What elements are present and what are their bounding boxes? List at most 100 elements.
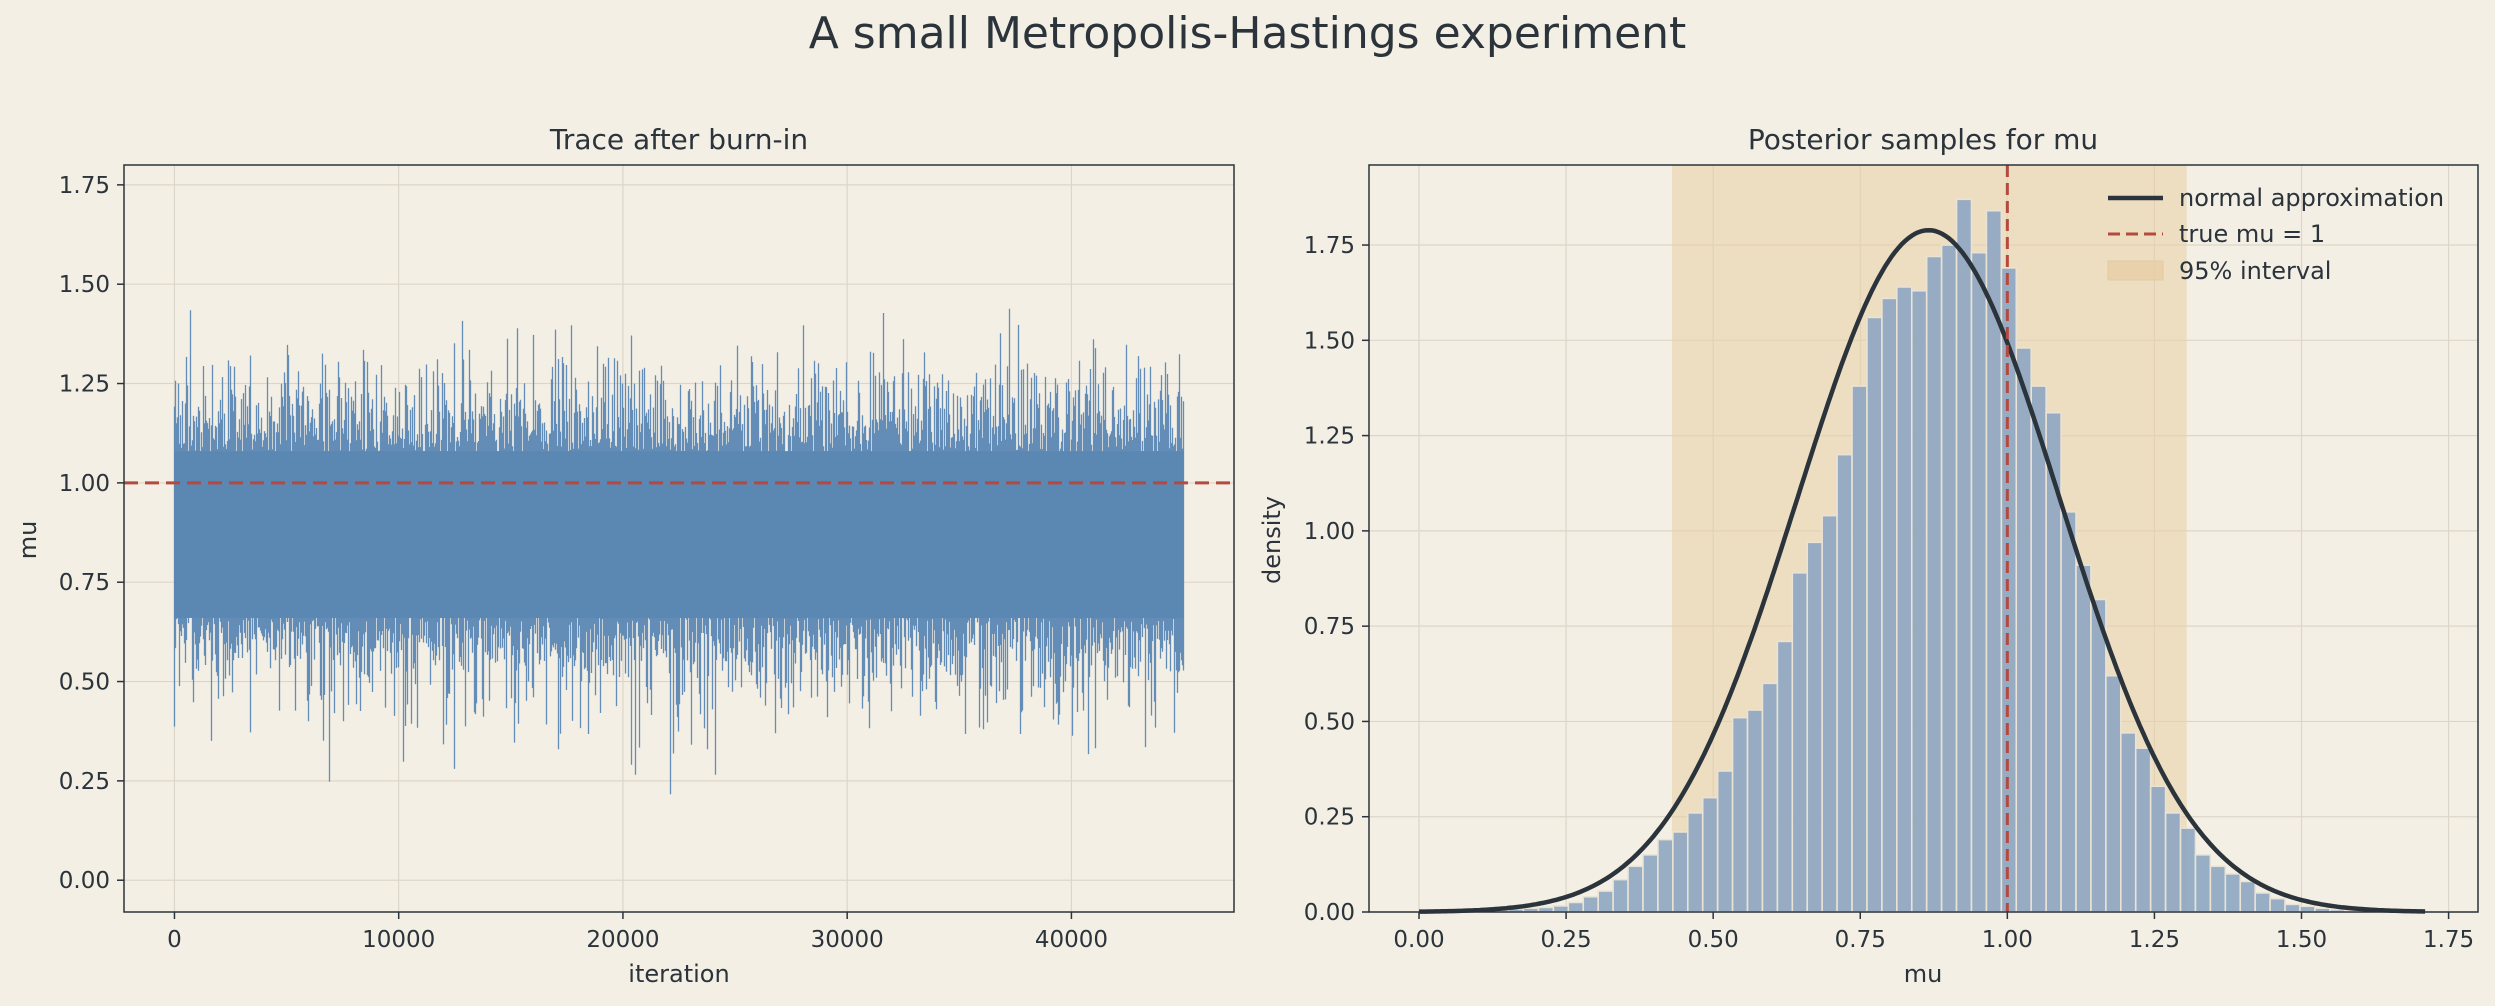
legend: normal approximation true mu = 1 95% int… — [2107, 184, 2444, 285]
posterior-x-tick-label: 0.25 — [1540, 927, 1591, 953]
trace-x-tick-label: 0 — [167, 927, 182, 953]
posterior-y-tick-label: 1.25 — [1304, 424, 1355, 450]
trace-y-tick-label: 0.50 — [59, 670, 110, 696]
posterior-x-label: mu — [1904, 960, 1943, 988]
histogram-bar — [2045, 411, 2062, 913]
posterior-x-tick-label: 0.50 — [1688, 927, 1739, 953]
histogram-bar — [1881, 297, 1898, 913]
histogram-bar — [2239, 880, 2256, 913]
posterior-x-ticks: 0.00 0.25 0.50 0.75 1.00 1.25 1.50 1.75 — [1393, 912, 2474, 953]
histogram-bar — [2269, 897, 2286, 913]
histogram-bar — [2075, 564, 2092, 913]
histogram-bar — [2134, 747, 2152, 913]
histogram-bar — [1806, 541, 1823, 913]
trace-x-label: iteration — [628, 960, 729, 988]
histogram-bar — [1866, 316, 1883, 913]
posterior-y-tick-label: 0.00 — [1304, 900, 1355, 926]
histogram-bar — [2060, 511, 2077, 913]
trace-x-ticks: 0 10000 20000 30000 40000 — [167, 912, 1108, 953]
histogram-bar — [1657, 838, 1674, 913]
histogram-bar — [1910, 289, 1928, 913]
histogram-bar — [1955, 198, 1973, 913]
normal-approximation-curve — [1419, 227, 2426, 914]
histogram-bar — [1701, 796, 1719, 913]
histogram-bar — [2105, 674, 2122, 913]
histogram-bar — [2030, 385, 2047, 913]
figure-title: A small Metropolis-Hastings experiment — [809, 8, 1687, 59]
legend-true-label: true mu = 1 — [2179, 220, 2325, 248]
histogram-bar — [2284, 903, 2301, 913]
histogram-bar — [1896, 286, 1913, 913]
trace-y-tick-label: 0.75 — [59, 570, 110, 596]
histogram-bar — [1970, 251, 1988, 913]
legend-normal-label: normal approximation — [2179, 184, 2444, 212]
posterior-x-tick-label: 1.25 — [2129, 927, 2180, 953]
trace-axes-frame — [123, 164, 1235, 913]
posterior-y-tick-label: 1.00 — [1304, 519, 1355, 545]
trace-x-tick-label: 40000 — [1035, 927, 1108, 953]
histogram-bar — [2224, 873, 2242, 913]
posterior-y-tick-label: 1.50 — [1304, 328, 1355, 354]
histogram-bar — [1716, 770, 1734, 913]
histogram-bar — [2299, 905, 2316, 913]
posterior-x-tick-label: 0.75 — [1835, 927, 1886, 953]
histogram-bar — [1672, 831, 1689, 913]
histogram-bar — [2090, 598, 2107, 913]
posterior-y-tick-label: 1.75 — [1304, 233, 1355, 259]
histogram-bar — [1567, 901, 1585, 913]
posterior-y-label: density — [1258, 496, 1286, 584]
histogram-bar — [1851, 385, 1868, 913]
posterior-axes-frame — [1368, 164, 2479, 913]
histogram-bar — [2120, 732, 2137, 913]
trace-x-tick-label: 20000 — [586, 927, 659, 953]
histogram-bar — [1791, 572, 1809, 913]
histogram-bar — [2015, 347, 2033, 913]
trace-series — [173, 308, 1185, 795]
trace-title: Trace after burn-in — [549, 123, 808, 156]
histogram-bar — [1612, 878, 1629, 913]
trace-y-tick-label: 0.00 — [59, 868, 110, 894]
histogram-bar — [1597, 890, 1614, 913]
histogram-bar — [1836, 453, 1853, 913]
histogram-bar — [1761, 682, 1779, 913]
histogram-bar — [1731, 716, 1749, 913]
posterior-y-ticks: 0.00 0.25 0.50 0.75 1.00 1.25 1.50 1.75 — [1304, 233, 1369, 926]
trace-y-label: mu — [14, 521, 42, 560]
histogram-bar — [2164, 812, 2182, 913]
histogram-bar — [2194, 854, 2212, 913]
trace-x-tick-label: 10000 — [362, 927, 435, 953]
trace-core — [174, 451, 1184, 618]
trace-y-tick-label: 1.00 — [59, 471, 110, 497]
posterior-title: Posterior samples for mu — [1748, 123, 2098, 156]
posterior-x-tick-label: 0.00 — [1393, 927, 1444, 953]
trace-panel: Trace after burn-in 0 10000 20000 30000 4000… — [14, 123, 1235, 988]
posterior-x-tick-label: 1.75 — [2423, 927, 2474, 953]
trace-y-tick-label: 0.25 — [59, 769, 110, 795]
posterior-x-tick-label: 1.50 — [2276, 927, 2327, 953]
histogram-bar — [1642, 854, 1659, 913]
trace-y-ticks: 0.00 0.25 0.50 0.75 1.00 1.25 1.50 1.75 — [59, 173, 124, 894]
histogram-bar — [2254, 892, 2271, 913]
histogram-bar — [1552, 905, 1570, 913]
histogram-bar — [1985, 209, 2003, 913]
histogram-bar — [1925, 255, 1943, 913]
posterior-y-tick-label: 0.25 — [1304, 805, 1355, 831]
histogram-bar — [1776, 640, 1794, 913]
legend-interval-swatch — [2107, 260, 2164, 281]
trace-y-tick-label: 1.50 — [59, 272, 110, 298]
trace-x-tick-label: 30000 — [811, 927, 884, 953]
posterior-panel: Posterior samples for mu 0.00 0.25 0.50 0.7… — [1258, 123, 2479, 988]
posterior-x-tick-label: 1.00 — [1982, 927, 2033, 953]
posterior-y-tick-label: 0.50 — [1304, 709, 1355, 735]
trace-y-tick-label: 1.25 — [59, 372, 110, 398]
histogram-bar — [1582, 895, 1599, 913]
posterior-y-tick-label: 0.75 — [1304, 614, 1355, 640]
histogram-bar — [1940, 244, 1958, 913]
trace-y-tick-label: 1.75 — [59, 173, 110, 199]
histogram-bar — [2179, 827, 2197, 913]
histogram-bar — [1746, 709, 1764, 913]
histogram-bar — [2209, 865, 2227, 913]
histogram-bar — [1686, 812, 1704, 913]
histogram-bar — [1627, 865, 1644, 913]
